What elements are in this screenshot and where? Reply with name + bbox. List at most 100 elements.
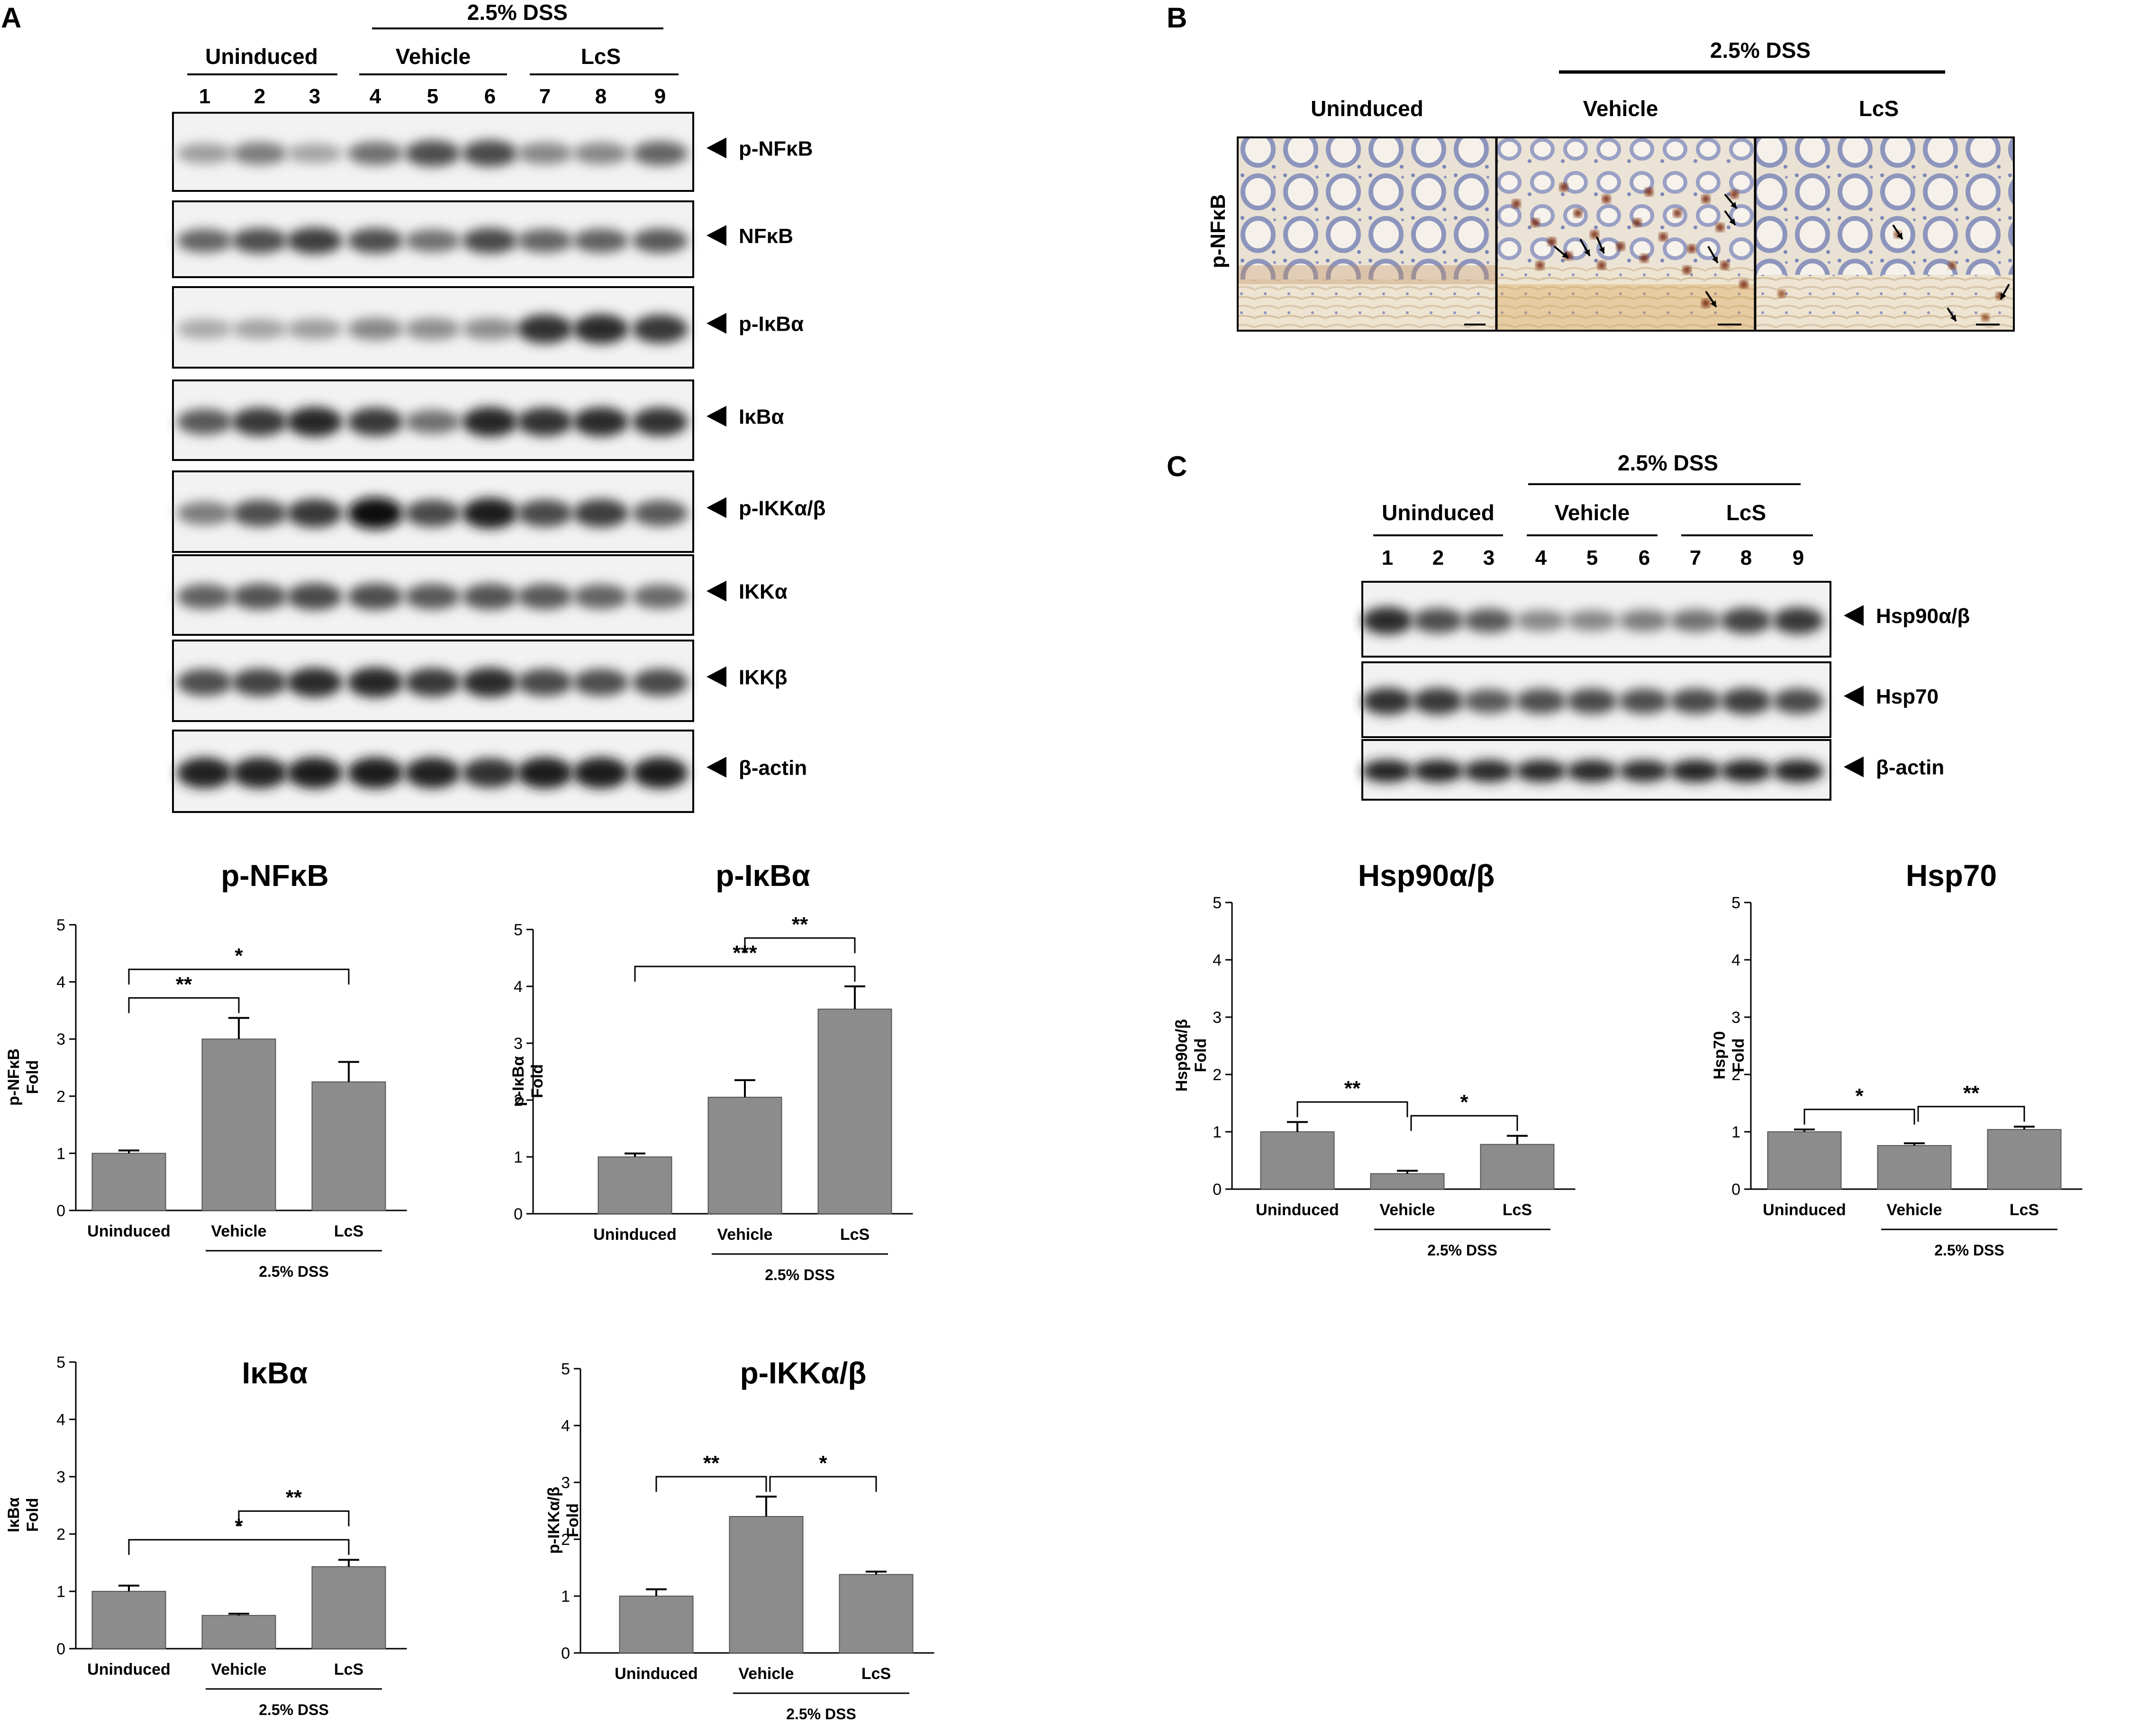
arrow-icon	[1596, 236, 1605, 254]
blot-band	[1515, 759, 1567, 783]
lane-number: 3	[1483, 546, 1495, 569]
protein-label: p-NFκB	[739, 137, 813, 160]
stained-nucleus	[1702, 299, 1710, 307]
blot-band	[177, 319, 233, 339]
blot-band	[462, 140, 518, 167]
blot-band	[1362, 759, 1413, 783]
group-label: 2.5% DSS	[1934, 1242, 2004, 1259]
lane-number: 5	[1586, 546, 1598, 569]
arrowhead-icon	[1844, 605, 1864, 626]
blot-band	[177, 757, 233, 788]
blot-band	[462, 758, 518, 788]
significance-bracket	[1410, 1115, 1518, 1131]
bar	[1877, 1145, 1952, 1190]
blot-band	[1567, 610, 1618, 632]
y-axis-label: Fold	[24, 1060, 42, 1094]
group-label-lcs: LcS	[581, 44, 621, 69]
lane-number: 6	[484, 85, 496, 108]
lane-number: 1	[1382, 546, 1393, 569]
category-label: LcS	[334, 1222, 363, 1240]
y-tick-label: 1	[56, 1145, 65, 1163]
bar	[598, 1156, 672, 1214]
lane-number: 6	[1639, 546, 1650, 569]
arrowhead-icon	[707, 313, 726, 334]
blot-band	[232, 757, 288, 788]
arrow-icon	[1947, 307, 1957, 322]
y-tick-label: 4	[514, 978, 523, 996]
significance-bracket	[1803, 1109, 1915, 1125]
panel-letter-a: A	[1, 2, 21, 34]
blot-band	[347, 497, 403, 530]
stained-nucleus	[1640, 254, 1649, 262]
significance-bracket	[128, 968, 350, 985]
stained-nucleus	[1559, 183, 1568, 191]
blot-band	[405, 668, 461, 697]
arrow-head	[1712, 256, 1718, 263]
y-tick-label: 2	[561, 1531, 570, 1549]
stained-nucleus	[1633, 218, 1641, 227]
y-tick-label: 1	[1731, 1123, 1740, 1141]
blot-band	[1362, 607, 1413, 635]
significance-stars: *	[1855, 1084, 1864, 1108]
blot-band	[287, 668, 343, 697]
blot-band	[1463, 759, 1514, 783]
histo-label-lcs: LcS	[1859, 96, 1899, 121]
lane-number: 9	[1793, 546, 1804, 569]
blot-band	[1670, 609, 1721, 632]
lane-number: 9	[654, 85, 666, 108]
arrowhead-icon	[707, 666, 726, 687]
blot-band	[347, 583, 403, 610]
stained-nucleus	[1683, 266, 1691, 274]
blot-band	[177, 229, 233, 253]
blot-band	[232, 319, 288, 339]
bar	[1987, 1129, 2062, 1190]
blot-band	[232, 583, 288, 610]
significance-stars: *	[819, 1452, 827, 1475]
arrow-icon	[1892, 224, 1903, 240]
blot-band	[1721, 688, 1772, 714]
lane-number: 8	[595, 85, 607, 108]
micrograph-lcs	[1755, 137, 2014, 331]
blot-band	[462, 406, 518, 437]
arrow-icon	[1707, 246, 1719, 263]
arrow-icon	[1724, 210, 1736, 226]
blot-band	[232, 228, 288, 253]
blot-band	[177, 143, 233, 164]
bar	[1370, 1173, 1445, 1190]
blot-band	[347, 407, 403, 436]
arrow-head	[1896, 233, 1902, 239]
significance-stars: **	[1344, 1077, 1361, 1100]
blot-band	[573, 228, 629, 253]
stained-nucleus	[1659, 233, 1667, 241]
blot-band	[517, 668, 573, 696]
category-label: Uninduced	[87, 1661, 171, 1679]
y-tick-label: 1	[514, 1148, 523, 1166]
panel-letter-b: B	[1167, 2, 1187, 34]
chart-title: p-IκBα	[716, 858, 810, 893]
blot-band	[517, 229, 573, 253]
blot-strips: p-NFκB NFκB p-IκBα IκBα p-IKKα/β IKKα IKKβ β-ac…	[172, 112, 825, 813]
blot-band	[287, 318, 343, 340]
significance-stars: **	[703, 1452, 720, 1475]
blot-band	[573, 314, 629, 344]
blot-band	[287, 757, 343, 789]
blot-band	[573, 499, 629, 528]
arrowhead-icon	[707, 580, 726, 602]
category-label: LcS	[2010, 1201, 2039, 1219]
y-axis-label: Fold	[564, 1503, 582, 1537]
arrow-head	[1598, 247, 1605, 253]
protein-label: IKKα	[739, 580, 788, 604]
stained-nucleus	[1531, 218, 1540, 227]
blot-2: β-actin	[1361, 739, 1944, 801]
blot-band	[1619, 688, 1670, 714]
y-tick-label: 0	[1213, 1181, 1222, 1199]
stained-nucleus	[1548, 237, 1556, 246]
blot-band	[347, 228, 403, 253]
y-tick-label: 3	[1213, 1009, 1222, 1027]
y-tick-label: 1	[1213, 1123, 1222, 1141]
arrowhead-icon	[707, 406, 726, 427]
stained-nucleus	[1687, 244, 1696, 253]
lane-number: 8	[1740, 546, 1752, 569]
